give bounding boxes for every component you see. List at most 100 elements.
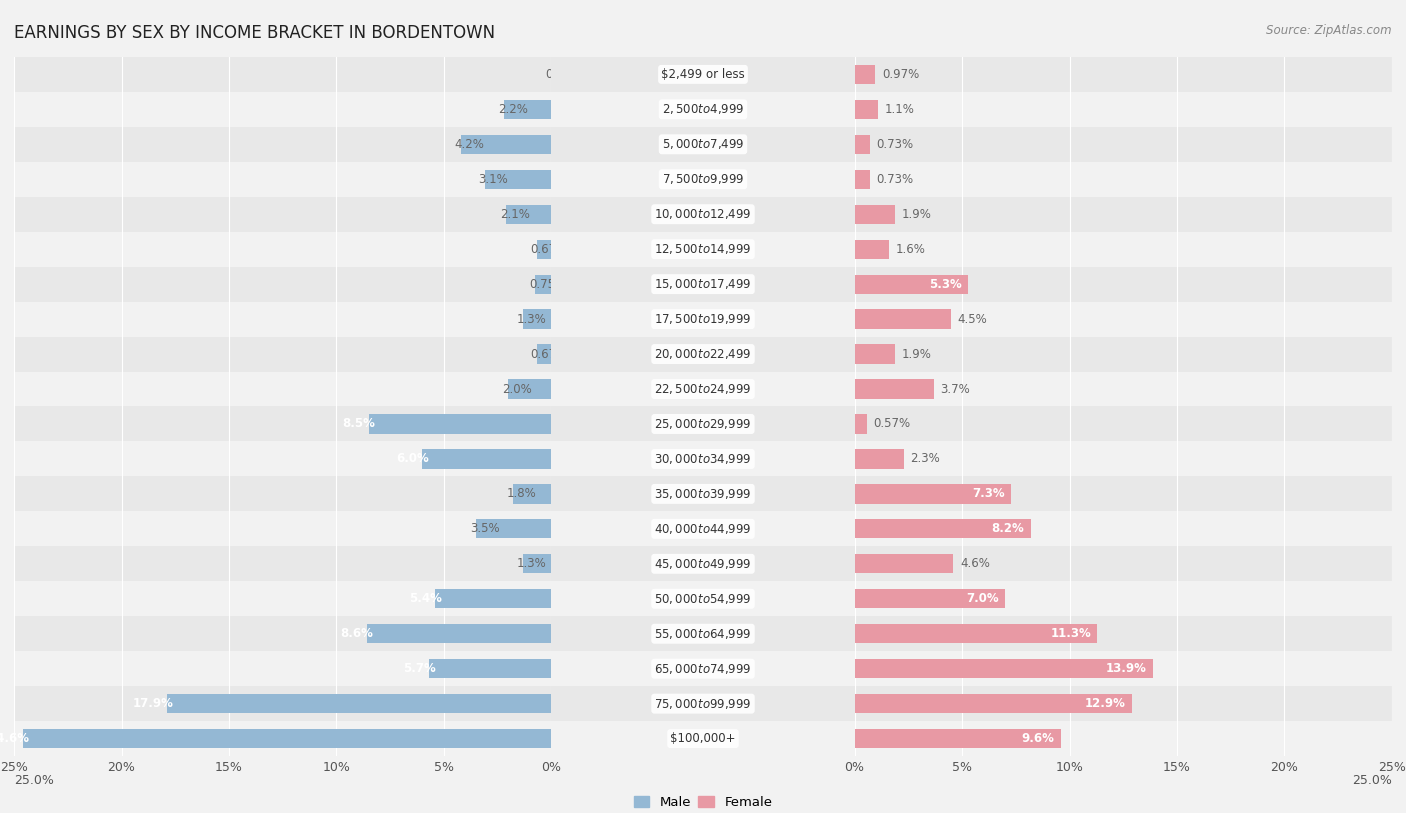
Text: 5.7%: 5.7%	[402, 663, 436, 675]
Legend: Male, Female: Male, Female	[628, 791, 778, 813]
Text: 1.9%: 1.9%	[901, 208, 932, 220]
Bar	[855, 310, 952, 328]
Text: $40,000 to $44,999: $40,000 to $44,999	[654, 522, 752, 536]
Bar	[537, 240, 551, 259]
Bar	[14, 302, 551, 337]
Text: $12,500 to $14,999: $12,500 to $14,999	[654, 242, 752, 256]
Text: $22,500 to $24,999: $22,500 to $24,999	[654, 382, 752, 396]
Text: 0.73%: 0.73%	[877, 138, 914, 150]
Text: 9.6%: 9.6%	[1022, 733, 1054, 745]
Bar	[14, 92, 551, 127]
Bar	[855, 624, 1098, 643]
Text: 0.0%: 0.0%	[546, 68, 575, 80]
Text: 13.9%: 13.9%	[1107, 663, 1147, 675]
Bar	[14, 406, 551, 441]
Text: 4.6%: 4.6%	[960, 558, 990, 570]
Bar	[14, 232, 551, 267]
Text: 0.67%: 0.67%	[530, 243, 568, 255]
Bar	[855, 729, 1062, 748]
Text: $65,000 to $74,999: $65,000 to $74,999	[654, 662, 752, 676]
Text: 0.97%: 0.97%	[882, 68, 920, 80]
Bar	[855, 302, 1392, 337]
Bar	[367, 624, 551, 643]
Bar	[14, 511, 551, 546]
Text: 2.3%: 2.3%	[911, 453, 941, 465]
Bar	[855, 127, 1392, 162]
Bar	[855, 170, 870, 189]
Bar	[855, 476, 1392, 511]
Bar	[14, 651, 551, 686]
Text: $20,000 to $22,499: $20,000 to $22,499	[654, 347, 752, 361]
Bar	[855, 651, 1392, 686]
Text: $100,000+: $100,000+	[671, 733, 735, 745]
Bar	[513, 485, 551, 503]
Bar	[855, 441, 1392, 476]
Bar	[523, 310, 551, 328]
Bar	[22, 729, 551, 748]
Text: 25.0%: 25.0%	[14, 774, 53, 787]
Bar	[523, 554, 551, 573]
Bar	[855, 372, 1392, 406]
Bar	[477, 520, 551, 538]
Text: $7,500 to $9,999: $7,500 to $9,999	[662, 172, 744, 186]
Bar	[14, 127, 551, 162]
Bar	[14, 441, 551, 476]
Bar	[855, 554, 953, 573]
Bar	[14, 546, 551, 581]
Bar	[551, 162, 855, 197]
Text: 4.5%: 4.5%	[957, 313, 987, 325]
Bar	[855, 100, 879, 119]
Text: 2.1%: 2.1%	[501, 208, 530, 220]
Bar	[551, 511, 855, 546]
Bar	[551, 651, 855, 686]
Bar	[536, 275, 551, 293]
Bar	[167, 694, 551, 713]
Text: 3.5%: 3.5%	[470, 523, 499, 535]
Text: 1.8%: 1.8%	[506, 488, 536, 500]
Bar	[14, 197, 551, 232]
Bar	[551, 267, 855, 302]
Text: $2,500 to $4,999: $2,500 to $4,999	[662, 102, 744, 116]
Text: 25.0%: 25.0%	[1353, 774, 1392, 787]
Bar	[855, 581, 1392, 616]
Bar	[14, 476, 551, 511]
Text: $15,000 to $17,499: $15,000 to $17,499	[654, 277, 752, 291]
Text: 0.67%: 0.67%	[530, 348, 568, 360]
Text: 2.0%: 2.0%	[502, 383, 531, 395]
Text: 5.4%: 5.4%	[409, 593, 441, 605]
Text: 4.2%: 4.2%	[454, 138, 485, 150]
Bar	[855, 415, 868, 433]
Bar	[551, 721, 855, 756]
Bar	[551, 232, 855, 267]
Text: 1.3%: 1.3%	[517, 558, 547, 570]
Text: 0.57%: 0.57%	[873, 418, 911, 430]
Bar	[14, 57, 551, 92]
Text: Source: ZipAtlas.com: Source: ZipAtlas.com	[1267, 24, 1392, 37]
Bar	[551, 686, 855, 721]
Text: 0.73%: 0.73%	[877, 173, 914, 185]
Bar	[551, 546, 855, 581]
Bar	[551, 302, 855, 337]
Text: 3.1%: 3.1%	[478, 173, 508, 185]
Text: 8.5%: 8.5%	[342, 418, 375, 430]
Bar	[855, 406, 1392, 441]
Bar	[855, 205, 896, 224]
Bar	[14, 686, 551, 721]
Bar	[855, 546, 1392, 581]
Bar	[551, 476, 855, 511]
Bar	[551, 406, 855, 441]
Text: $35,000 to $39,999: $35,000 to $39,999	[654, 487, 752, 501]
Bar	[505, 100, 551, 119]
Text: 11.3%: 11.3%	[1050, 628, 1091, 640]
Bar	[855, 511, 1392, 546]
Bar	[855, 616, 1392, 651]
Text: 1.1%: 1.1%	[884, 103, 914, 115]
Text: 2.2%: 2.2%	[498, 103, 527, 115]
Text: EARNINGS BY SEX BY INCOME BRACKET IN BORDENTOWN: EARNINGS BY SEX BY INCOME BRACKET IN BOR…	[14, 24, 495, 42]
Bar	[855, 520, 1031, 538]
Bar	[855, 337, 1392, 372]
Bar	[429, 659, 551, 678]
Bar	[855, 240, 889, 259]
Bar	[551, 92, 855, 127]
Text: 1.3%: 1.3%	[517, 313, 547, 325]
